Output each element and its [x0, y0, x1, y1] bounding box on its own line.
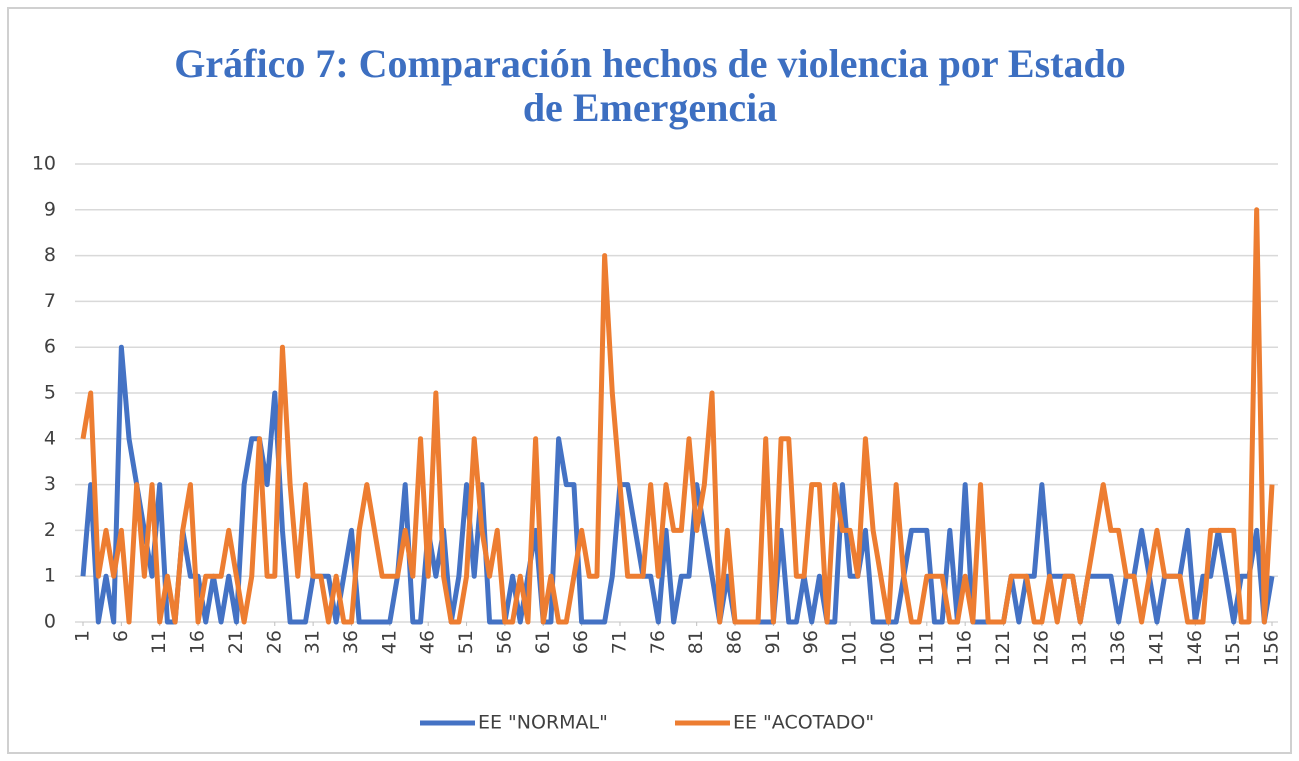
y-tick-label: 0 — [44, 611, 56, 633]
x-tick-label: 101 — [839, 630, 861, 666]
x-tick-label: 146 — [1184, 630, 1206, 666]
x-tick-label: 76 — [647, 630, 669, 654]
x-tick-label: 91 — [762, 630, 784, 654]
x-tick-label: 121 — [992, 630, 1014, 666]
legend-label: EE "ACOTADO" — [733, 712, 874, 734]
x-tick-label: 6 — [110, 630, 132, 642]
y-tick-label: 7 — [44, 290, 56, 312]
y-tick-label: 10 — [32, 153, 56, 175]
x-tick-label: 1 — [72, 630, 94, 642]
y-tick-label: 2 — [44, 519, 56, 541]
y-tick-label: 9 — [44, 198, 56, 220]
x-tick-label: 26 — [263, 630, 285, 654]
x-tick-label: 106 — [877, 630, 899, 666]
x-tick-label: 11 — [148, 630, 170, 654]
x-tick-label: 156 — [1261, 630, 1283, 666]
x-tick-label: 66 — [570, 630, 592, 654]
y-tick-label: 6 — [44, 336, 56, 358]
y-tick-label: 8 — [44, 244, 56, 266]
x-tick-label: 116 — [954, 630, 976, 666]
x-tick-label: 126 — [1030, 630, 1052, 666]
x-tick-label: 131 — [1069, 630, 1091, 666]
frame — [7, 7, 1292, 754]
x-tick-label: 46 — [417, 630, 439, 654]
y-tick-label: 3 — [44, 473, 56, 495]
x-tick-label: 111 — [915, 630, 937, 666]
line-series — [80, 207, 1275, 625]
y-tick-label: 1 — [44, 565, 56, 587]
x-tick-label: 51 — [455, 630, 477, 654]
y-tick-label: 4 — [44, 427, 56, 449]
x-tick-label: 36 — [340, 630, 362, 654]
x-tick-label: 81 — [685, 630, 707, 654]
x-tick-label: 136 — [1107, 630, 1129, 666]
x-tick-label: 41 — [378, 630, 400, 654]
x-tick-label: 96 — [800, 630, 822, 654]
x-tick-label: 31 — [302, 630, 324, 654]
x-tick-label: 56 — [493, 630, 515, 654]
x-tick-label: 151 — [1222, 630, 1244, 666]
chart-title: Gráfico 7: Comparación hechos de violenc… — [174, 41, 1125, 130]
legend-label: EE "NORMAL" — [478, 712, 608, 734]
x-tick-label: 61 — [532, 630, 554, 654]
x-tick-label: 141 — [1145, 630, 1167, 666]
x-tick-label: 86 — [724, 630, 746, 654]
x-tick-label: 21 — [225, 630, 247, 654]
x-tick-label: 71 — [608, 630, 630, 654]
x-tick-label: 16 — [187, 630, 209, 654]
y-tick-label: 5 — [44, 382, 56, 404]
